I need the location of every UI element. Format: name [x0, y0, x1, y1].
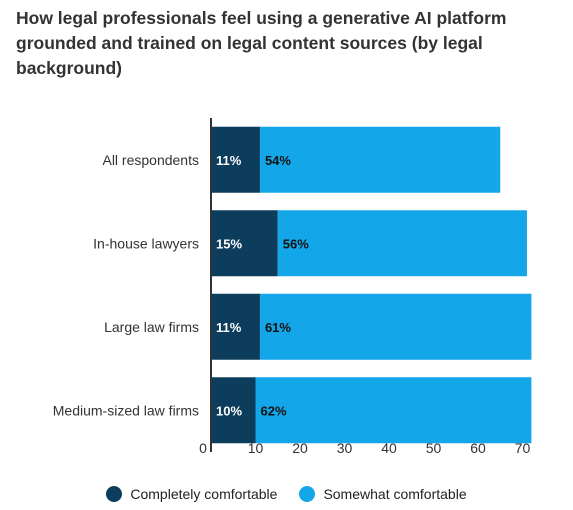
- data-label-large-law-firms-completely-comfortable: 11%: [216, 320, 242, 335]
- chart-title: How legal professionals feel using a gen…: [16, 8, 507, 78]
- data-label-medium-sized-law-firms-somewhat-comfortable: 62%: [261, 403, 287, 418]
- data-label-in-house-lawyers-somewhat-comfortable: 56%: [283, 236, 309, 251]
- value-labels: 11% 54% 15% 56% 11% 61% 10% 62%: [216, 153, 309, 419]
- legend-label-somewhat-comfortable: Somewhat comfortable: [323, 486, 467, 502]
- data-label-large-law-firms-somewhat-comfortable: 61%: [265, 320, 291, 335]
- x-tick-label-20: 20: [292, 440, 308, 456]
- category-label-large-law-firms: Large law firms: [104, 319, 199, 335]
- x-tick-label-40: 40: [381, 440, 397, 456]
- bar-all-respondents-somewhat-comfortable[interactable]: [259, 126, 501, 193]
- legend: Completely comfortable Somewhat comforta…: [0, 486, 573, 502]
- x-tick-labels: 0 10 20 30 40 50 60 70: [199, 440, 530, 456]
- x-tick-label-50: 50: [426, 440, 442, 456]
- chart-plot: All respondents In-house lawyers Large law…: [53, 118, 532, 456]
- x-tick-label-10: 10: [248, 440, 264, 456]
- x-tick-label-60: 60: [470, 440, 486, 456]
- category-labels: All respondents In-house lawyers Large law…: [53, 152, 199, 419]
- bar-medium-sized-law-firms-somewhat-comfortable[interactable]: [255, 377, 532, 444]
- category-label-medium-sized-law-firms: Medium-sized law firms: [53, 402, 199, 418]
- x-tick-label-70: 70: [515, 440, 531, 456]
- data-label-all-respondents-somewhat-comfortable: 54%: [265, 153, 291, 168]
- legend-item-completely-comfortable[interactable]: Completely comfortable: [106, 486, 277, 502]
- legend-label-completely-comfortable: Completely comfortable: [130, 486, 278, 502]
- legend-swatch-somewhat-comfortable: [299, 486, 316, 502]
- bar-large-law-firms-somewhat-comfortable[interactable]: [259, 293, 532, 360]
- category-label-all-respondents: All respondents: [102, 152, 199, 168]
- category-label-in-house-lawyers: In-house lawyers: [93, 235, 199, 251]
- x-tick-label-30: 30: [337, 440, 353, 456]
- bar-in-house-lawyers-completely-comfortable[interactable]: [211, 210, 278, 277]
- bar-large-law-firms-completely-comfortable[interactable]: [211, 293, 260, 360]
- data-label-in-house-lawyers-completely-comfortable: 15%: [216, 236, 242, 251]
- bar-in-house-lawyers-somewhat-comfortable[interactable]: [277, 210, 527, 277]
- bar-all-respondents-completely-comfortable[interactable]: [211, 126, 260, 193]
- bars: [211, 126, 532, 444]
- data-label-medium-sized-law-firms-completely-comfortable: 10%: [216, 403, 242, 418]
- bar-medium-sized-law-firms-completely-comfortable[interactable]: [211, 377, 256, 444]
- legend-swatch-completely-comfortable: [106, 486, 123, 502]
- data-label-all-respondents-completely-comfortable: 11%: [216, 153, 242, 168]
- legend-item-somewhat-comfortable[interactable]: Somewhat comfortable: [299, 486, 467, 502]
- x-tick-label-0: 0: [199, 440, 207, 456]
